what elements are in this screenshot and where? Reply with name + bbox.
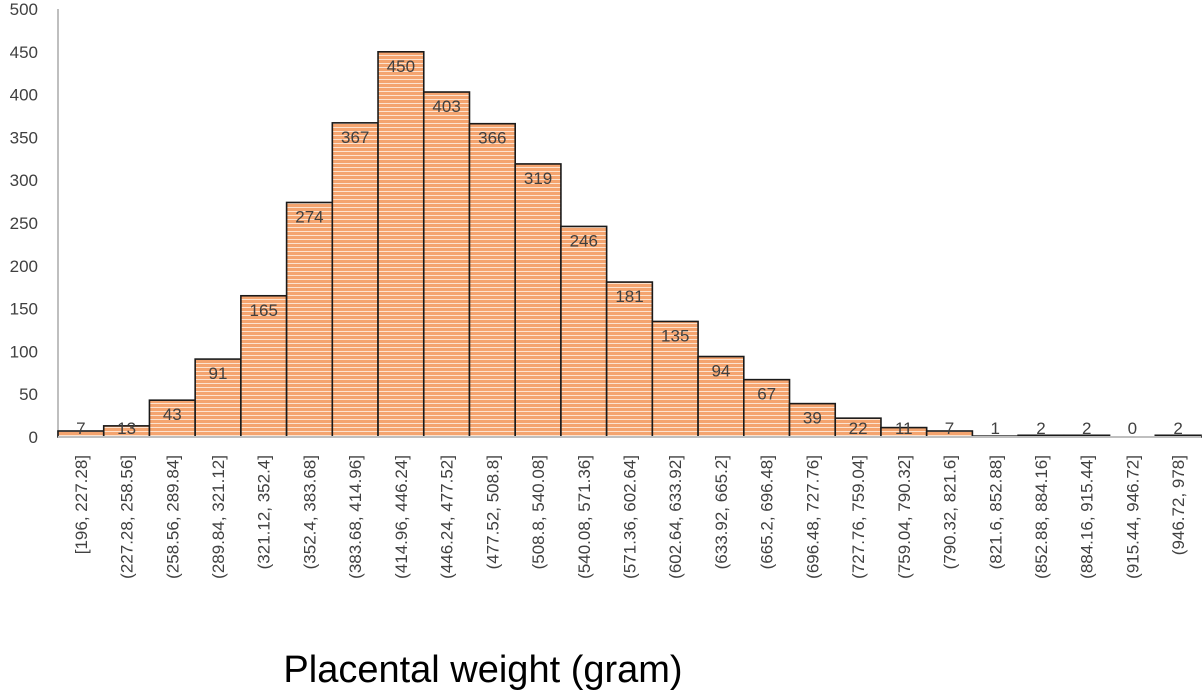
bar-value-label: 22 — [849, 419, 868, 438]
bar-value-label: 13 — [117, 419, 136, 438]
bar-value-label: 165 — [250, 301, 278, 320]
y-tick-label: 400 — [10, 86, 38, 105]
x-tick-label: (540.08, 571.36] — [575, 455, 594, 579]
x-tick-label: [196, 227.28] — [72, 455, 91, 554]
histogram-bar — [651, 320, 699, 438]
histogram-bar — [560, 225, 608, 438]
y-tick-label: 300 — [10, 171, 38, 190]
x-tick-label: (915.44, 946.72] — [1123, 455, 1142, 579]
bar-value-label: 0 — [1128, 419, 1137, 438]
data-labels-group: 7 13 43 91 165 274 367 450 403 366 319 246 181 135 94 6… — [76, 57, 1183, 438]
x-tick-label: (665.2, 696.48] — [758, 455, 777, 569]
bar-value-label: 135 — [661, 326, 689, 345]
x-tick-label: (321.12, 352.4] — [255, 455, 274, 569]
bar-value-label: 43 — [163, 405, 182, 424]
x-tick-label: (759.04, 790.32] — [895, 455, 914, 579]
histogram-bar — [468, 122, 517, 438]
x-tick-label: (258.56, 289.84] — [163, 455, 182, 579]
bar-value-label: 367 — [341, 128, 369, 147]
x-tick-label: (227.28, 258.56] — [118, 455, 137, 579]
bar-value-label: 91 — [209, 364, 228, 383]
y-tick-label: 350 — [10, 128, 38, 147]
bar-value-label: 1 — [991, 419, 1000, 438]
bar-value-label: 450 — [387, 57, 415, 76]
bar-value-label: 11 — [895, 419, 913, 438]
bar-value-label: 2 — [1082, 419, 1091, 438]
x-tick-label: (821.6, 852.88] — [986, 455, 1005, 569]
x-tick-label: (477.52, 508.8] — [483, 455, 502, 569]
histogram-bar — [331, 122, 379, 438]
y-tick-label: 250 — [10, 214, 38, 233]
bar-value-label: 2 — [1036, 419, 1045, 438]
bar-value-label: 7 — [945, 419, 954, 438]
histogram-bar — [285, 201, 334, 438]
y-tick-label: 100 — [10, 342, 38, 361]
x-tick-label: (633.92, 665.2] — [712, 455, 731, 569]
histogram-bar — [514, 163, 562, 438]
x-tick-label: (508.8, 540.08] — [529, 455, 548, 569]
bar-value-label: 366 — [478, 129, 506, 148]
x-tick-label: (571.36, 602.64] — [621, 455, 640, 579]
bar-value-label: 274 — [295, 207, 323, 226]
bar-value-label: 246 — [570, 231, 598, 250]
x-tick-label: (383.68, 414.96] — [346, 455, 365, 579]
bar-value-label: 67 — [757, 385, 776, 404]
y-tick-label: 500 — [10, 0, 38, 19]
x-tick-label: (602.64, 633.92] — [666, 455, 685, 579]
bar-value-label: 403 — [432, 97, 460, 116]
y-tick-label: 200 — [10, 257, 38, 276]
bar-value-label: 94 — [711, 362, 730, 381]
y-axis: 0 50 100 150 200 250 300 350 400 450 500 — [10, 0, 59, 447]
bars-group — [57, 50, 1202, 438]
x-tick-label: (414.96, 446.24] — [392, 455, 411, 579]
x-tick-label: (790.32, 821.6] — [941, 455, 960, 569]
x-tick-label: (352.4, 383.68] — [300, 455, 319, 569]
bar-value-label: 2 — [1173, 419, 1182, 438]
bar-value-label: 7 — [76, 419, 85, 438]
histogram-bar — [377, 50, 425, 438]
x-tick-label: (946.72, 978] — [1169, 455, 1188, 555]
bar-value-label: 39 — [803, 409, 822, 428]
x-tick-label: (852.88, 884.16] — [1032, 455, 1051, 579]
y-tick-label: 50 — [19, 385, 38, 404]
x-tick-label: (696.48, 727.76] — [803, 455, 822, 579]
x-axis: [196, 227.28] (227.28, 258.56] (258.56, 28… — [58, 436, 1201, 579]
histogram-bar — [742, 378, 791, 438]
x-tick-label: (289.84, 321.12] — [209, 455, 228, 579]
y-tick-label: 150 — [10, 300, 38, 319]
x-tick-label: (727.76, 759.04] — [849, 455, 868, 579]
bar-value-label: 319 — [524, 169, 552, 188]
x-axis-title: Placental weight (gram) — [283, 649, 682, 691]
y-tick-label: 0 — [29, 428, 38, 447]
histogram-bar — [422, 91, 471, 438]
y-tick-label: 450 — [10, 43, 38, 62]
x-tick-label: (884.16, 915.44] — [1078, 455, 1097, 579]
bar-value-label: 181 — [615, 287, 643, 306]
x-tick-label: (446.24, 477.52] — [438, 455, 457, 579]
